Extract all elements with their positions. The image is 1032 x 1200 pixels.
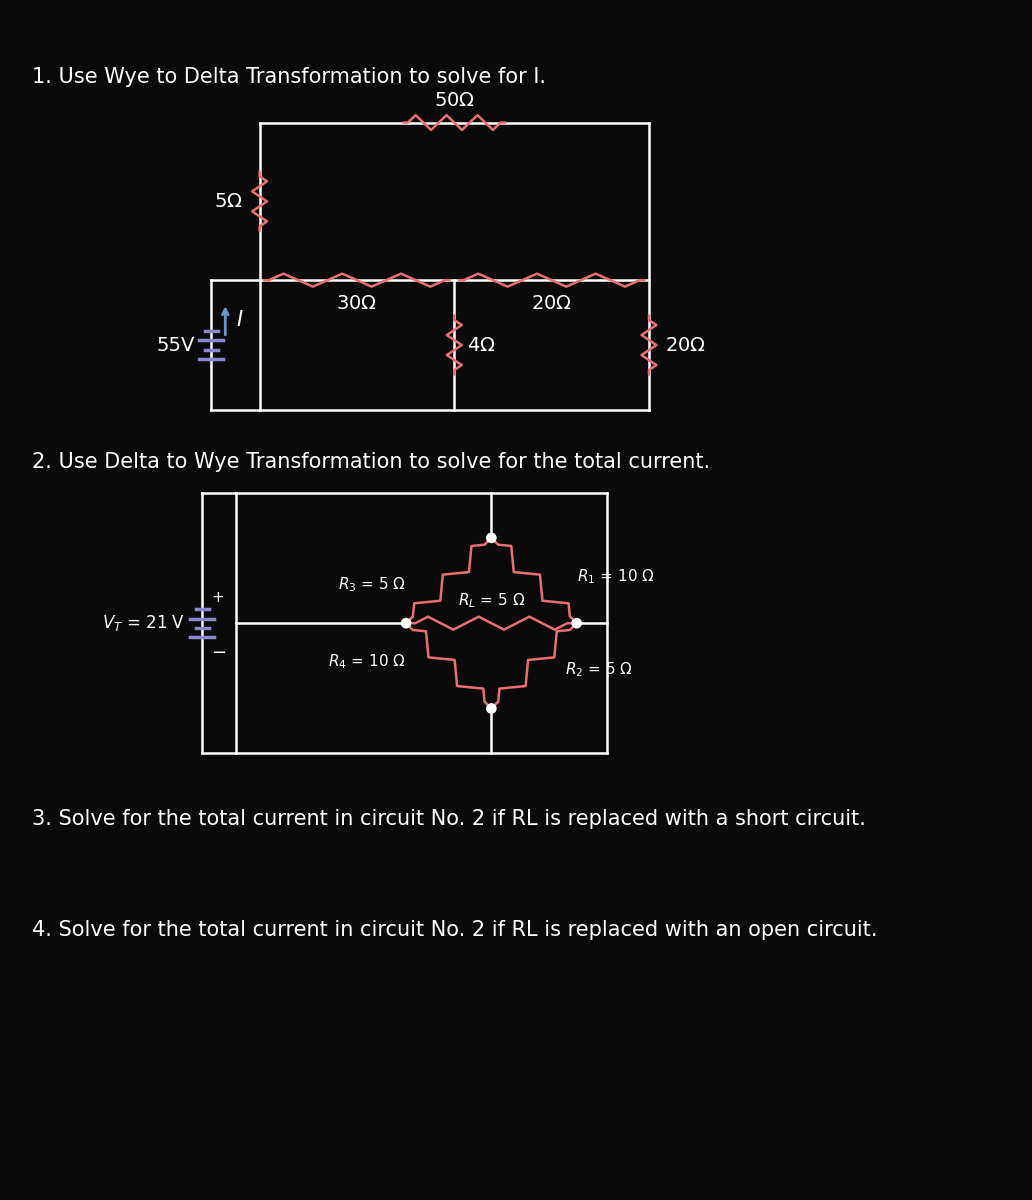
Text: 5$\Omega$: 5$\Omega$ [215,192,243,211]
Circle shape [572,618,581,628]
Circle shape [401,618,411,628]
Text: 20$\Omega$: 20$\Omega$ [665,336,706,354]
Text: 50$\Omega$: 50$\Omega$ [433,91,475,110]
Text: $R_1$ = 10 $\Omega$: $R_1$ = 10 $\Omega$ [577,566,654,586]
Text: $R_2$ = 5 $\Omega$: $R_2$ = 5 $\Omega$ [565,661,633,679]
Circle shape [487,704,496,713]
Text: 55V: 55V [156,336,195,354]
Text: −: − [212,644,226,662]
Circle shape [487,533,496,542]
Text: $R_4$ = 10 $\Omega$: $R_4$ = 10 $\Omega$ [328,653,406,671]
Text: +: + [212,589,224,605]
Text: 20$\Omega$: 20$\Omega$ [531,294,572,313]
Text: 1. Use Wye to Delta Transformation to solve for I.: 1. Use Wye to Delta Transformation to so… [32,67,547,86]
Text: $R_L$ = 5 $\Omega$: $R_L$ = 5 $\Omega$ [458,592,525,610]
Text: 4$\Omega$: 4$\Omega$ [467,336,495,354]
Text: 2. Use Delta to Wye Transformation to solve for the total current.: 2. Use Delta to Wye Transformation to so… [32,451,711,472]
Text: $V_T$ = 21 V: $V_T$ = 21 V [102,613,186,634]
Text: $R_3$ = 5 $\Omega$: $R_3$ = 5 $\Omega$ [337,576,406,594]
Text: I: I [236,311,243,330]
Text: 4. Solve for the total current in circuit No. 2 if RL is replaced with an open c: 4. Solve for the total current in circui… [32,920,878,940]
Text: 30$\Omega$: 30$\Omega$ [336,294,378,313]
Text: 3. Solve for the total current in circuit No. 2 if RL is replaced with a short c: 3. Solve for the total current in circui… [32,809,866,828]
